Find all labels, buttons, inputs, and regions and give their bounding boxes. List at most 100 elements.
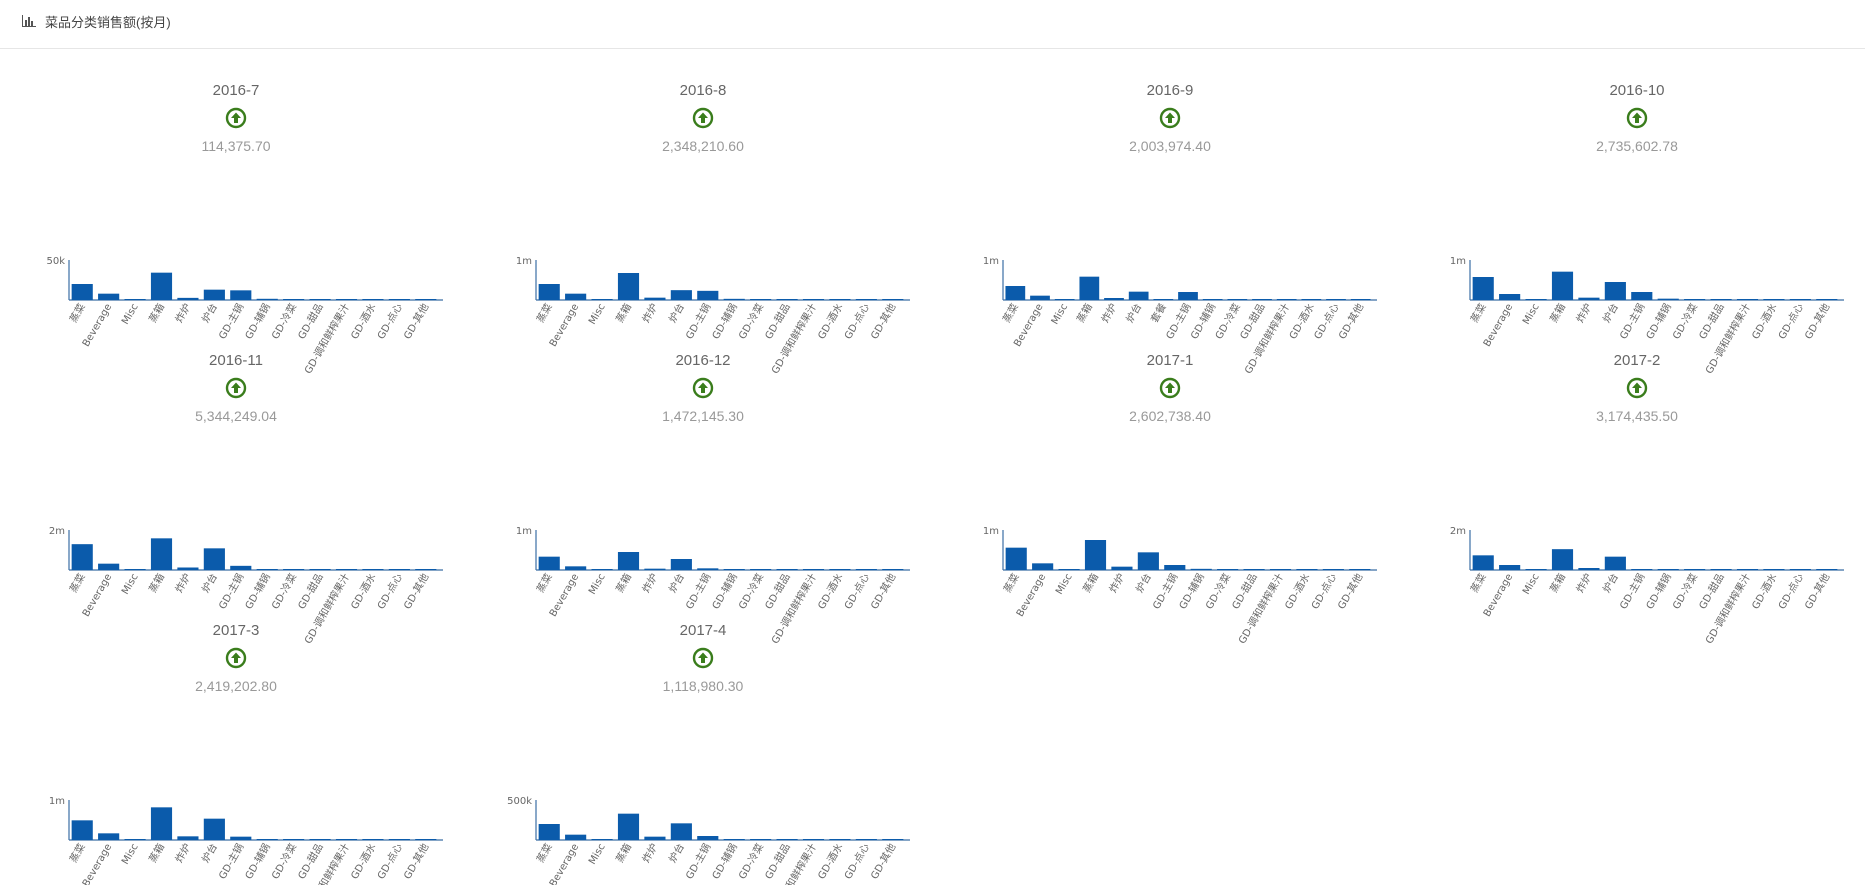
bar <box>1604 556 1626 570</box>
bar <box>776 569 798 570</box>
trend-up-circle <box>1626 107 1648 129</box>
chart-title: 2016-12 <box>675 352 731 369</box>
bar <box>256 839 278 840</box>
bar <box>829 839 851 840</box>
chart-title: 2016-8 <box>679 82 727 99</box>
bar <box>855 839 877 840</box>
x-tick-label: GD-辅锅 <box>242 841 273 881</box>
bar <box>617 813 640 840</box>
trend-up-icon <box>225 107 247 129</box>
x-tick-label: 炸炉 <box>640 302 660 325</box>
x-tick-label: GD-点心 <box>1776 302 1806 342</box>
bar <box>1296 569 1318 570</box>
x-tick-label: 炸炉 <box>173 302 193 325</box>
bar <box>1578 568 1600 570</box>
bar <box>1252 299 1272 300</box>
chart-title: 2016-9 <box>1146 82 1194 99</box>
x-tick-label: 蒸箱 <box>613 301 634 325</box>
bar <box>1710 569 1732 570</box>
y-tick-label: 1m <box>983 256 999 267</box>
bar <box>1684 299 1706 300</box>
bar <box>1551 271 1574 300</box>
x-tick-label: Misc <box>587 302 608 327</box>
x-tick-label: GD-点心 <box>375 572 405 612</box>
x-tick-label: 炸炉 <box>1099 302 1119 325</box>
x-tick-label: GD-冷菜 <box>268 571 299 611</box>
bar <box>1079 276 1100 300</box>
bar <box>362 569 384 570</box>
chart-panel: 2017-4 1,118,980.30 500k 蒸菜 Beverage Misc 蒸箱 炸炉… <box>488 622 918 885</box>
chart-title: 2017-2 <box>1613 352 1661 369</box>
trend-up-arrow <box>698 652 708 663</box>
x-tick-label: 炸炉 <box>640 842 660 865</box>
bar <box>697 568 719 570</box>
x-tick-label: GD-甜品 <box>295 301 326 341</box>
bar <box>750 299 772 300</box>
chart-panel: 2017-1 2,602,738.40 1m 蒸菜 Beverage Misc 蒸箱 炸炉 炉台… <box>955 352 1385 646</box>
trend-up-circle <box>692 647 714 669</box>
x-tick-label: 蒸菜 <box>67 302 87 325</box>
bar <box>882 299 904 300</box>
bar <box>538 824 560 840</box>
bar <box>1326 299 1346 300</box>
trend-up-circle <box>692 107 714 129</box>
bar <box>388 839 410 840</box>
x-tick-label: 蒸菜 <box>534 842 554 865</box>
x-tick-label: GD-调和鲜榨果汁 <box>1235 571 1286 646</box>
bar <box>1472 555 1494 570</box>
x-tick-label: 炉台 <box>1600 571 1621 595</box>
bar <box>750 569 772 570</box>
x-tick-label: GD-主锅 <box>216 302 246 342</box>
x-tick-label: GD-冷菜 <box>1669 571 1700 611</box>
x-tick-label: GD-其他 <box>401 841 432 881</box>
bar <box>335 569 358 570</box>
x-tick-label: GD-点心 <box>375 842 405 882</box>
bar <box>1604 282 1626 300</box>
bar <box>283 569 305 570</box>
bar <box>1054 299 1075 300</box>
bar <box>415 299 437 300</box>
x-tick-label: 炸炉 <box>1574 302 1594 325</box>
bar <box>1276 299 1297 300</box>
bar <box>776 839 798 840</box>
trend-up-icon <box>225 647 247 669</box>
x-tick-label: GD-其他 <box>1335 571 1366 611</box>
bar <box>283 839 305 840</box>
bar <box>882 839 904 840</box>
trend-up-icon <box>692 107 714 129</box>
bar <box>1816 569 1838 570</box>
bar <box>1736 299 1759 300</box>
bar-chart-icon <box>22 15 36 27</box>
x-tick-label: GD-主锅 <box>683 572 713 612</box>
x-tick-label: GD-辅锅 <box>242 301 273 341</box>
bar <box>1202 299 1223 300</box>
bar <box>203 818 225 840</box>
x-tick-label: 炉台 <box>666 301 687 325</box>
bar <box>124 569 146 570</box>
x-tick-label: 炸炉 <box>1574 572 1594 595</box>
x-tick-label: 炉台 <box>666 571 687 595</box>
bar <box>1005 286 1026 300</box>
bar <box>256 298 278 300</box>
x-tick-label: GD-冷菜 <box>735 301 766 341</box>
trend-up-circle <box>1626 377 1648 399</box>
x-tick-label: GD-辅锅 <box>1643 301 1674 341</box>
bar <box>230 565 252 570</box>
trend-up-icon <box>1159 107 1181 129</box>
x-tick-label: 蒸菜 <box>67 572 87 595</box>
x-tick-label: GD-酒水 <box>349 302 379 342</box>
x-tick-label: Misc <box>587 572 608 597</box>
x-tick-label: 蒸菜 <box>1001 572 1021 595</box>
bar <box>177 297 199 300</box>
chart-total: 2,602,738.40 <box>1129 408 1211 424</box>
bar <box>1631 569 1653 570</box>
x-tick-label: GD-主锅 <box>683 302 713 342</box>
x-tick-label: GD-点心 <box>842 842 872 882</box>
bar <box>882 569 904 570</box>
bar <box>1710 299 1732 300</box>
